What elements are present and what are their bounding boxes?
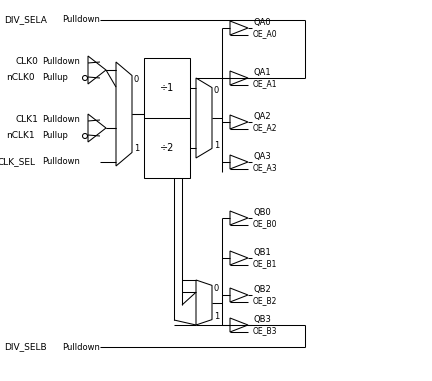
- Text: CLK1: CLK1: [15, 115, 38, 125]
- Text: Pulldown: Pulldown: [42, 157, 80, 166]
- Text: OE_B2: OE_B2: [253, 296, 277, 305]
- Text: 0: 0: [214, 284, 219, 293]
- Text: Pullup: Pullup: [42, 131, 68, 141]
- Text: QB3: QB3: [253, 315, 271, 324]
- Text: 0: 0: [214, 86, 219, 95]
- Text: DIV_SELA: DIV_SELA: [4, 16, 47, 24]
- Text: QA2: QA2: [253, 112, 270, 121]
- Text: QA3: QA3: [253, 152, 271, 161]
- Text: Pulldown: Pulldown: [62, 16, 100, 24]
- Text: QB0: QB0: [253, 208, 271, 217]
- Text: OE_B1: OE_B1: [253, 259, 277, 268]
- Text: 1: 1: [214, 312, 219, 321]
- Text: OE_A3: OE_A3: [253, 163, 278, 172]
- Text: QB1: QB1: [253, 248, 271, 257]
- Text: Pulldown: Pulldown: [42, 58, 80, 67]
- Text: CLK0: CLK0: [15, 58, 38, 67]
- Bar: [144, 58, 190, 178]
- Text: CLK_SEL: CLK_SEL: [0, 157, 35, 166]
- Text: nCLK0: nCLK0: [6, 74, 35, 83]
- Text: QB2: QB2: [253, 285, 271, 294]
- Text: 0: 0: [134, 75, 139, 84]
- Text: OE_B0: OE_B0: [253, 219, 277, 228]
- Text: Pulldown: Pulldown: [62, 343, 100, 352]
- Text: DIV_SELB: DIV_SELB: [4, 343, 47, 352]
- Text: QA0: QA0: [253, 18, 270, 27]
- Text: QA1: QA1: [253, 68, 270, 77]
- Text: OE_A2: OE_A2: [253, 123, 277, 132]
- Text: Pullup: Pullup: [42, 74, 68, 83]
- Text: Pulldown: Pulldown: [42, 115, 80, 125]
- Text: 1: 1: [134, 144, 139, 153]
- Text: ÷1: ÷1: [160, 83, 174, 93]
- Text: OE_B3: OE_B3: [253, 326, 277, 335]
- Text: 1: 1: [214, 141, 219, 150]
- Text: ÷2: ÷2: [160, 143, 174, 153]
- Text: nCLK1: nCLK1: [6, 131, 35, 141]
- Text: OE_A1: OE_A1: [253, 79, 277, 88]
- Text: OE_A0: OE_A0: [253, 29, 278, 38]
